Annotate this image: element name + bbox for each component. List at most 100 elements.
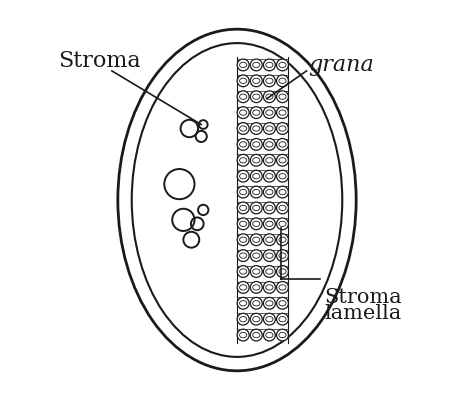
Ellipse shape: [266, 316, 273, 322]
Ellipse shape: [276, 282, 289, 293]
Ellipse shape: [237, 329, 249, 341]
Ellipse shape: [239, 62, 247, 68]
Ellipse shape: [264, 123, 275, 134]
Ellipse shape: [239, 269, 247, 274]
Ellipse shape: [279, 253, 286, 258]
Ellipse shape: [279, 174, 286, 179]
Ellipse shape: [276, 266, 289, 277]
Ellipse shape: [266, 94, 273, 99]
Text: grana: grana: [309, 54, 374, 76]
Ellipse shape: [237, 107, 249, 118]
Text: lamella: lamella: [324, 304, 401, 323]
Ellipse shape: [239, 126, 247, 131]
Ellipse shape: [266, 205, 273, 210]
Ellipse shape: [237, 138, 249, 150]
Ellipse shape: [279, 316, 286, 322]
Ellipse shape: [264, 218, 275, 230]
Ellipse shape: [276, 297, 289, 309]
Ellipse shape: [253, 316, 260, 322]
Ellipse shape: [279, 332, 286, 338]
Ellipse shape: [239, 205, 247, 210]
Ellipse shape: [266, 78, 273, 84]
Ellipse shape: [279, 110, 286, 115]
Ellipse shape: [250, 218, 262, 230]
Ellipse shape: [264, 297, 275, 309]
Ellipse shape: [266, 174, 273, 179]
Ellipse shape: [253, 110, 260, 115]
Ellipse shape: [250, 186, 262, 198]
Ellipse shape: [266, 301, 273, 306]
Ellipse shape: [250, 123, 262, 134]
Ellipse shape: [253, 78, 260, 84]
Ellipse shape: [250, 59, 262, 71]
Ellipse shape: [264, 107, 275, 118]
Ellipse shape: [276, 138, 289, 150]
Ellipse shape: [279, 142, 286, 147]
Ellipse shape: [239, 221, 247, 226]
Ellipse shape: [253, 94, 260, 99]
Ellipse shape: [250, 329, 262, 341]
Ellipse shape: [253, 301, 260, 306]
Ellipse shape: [264, 234, 275, 246]
Ellipse shape: [239, 301, 247, 306]
Ellipse shape: [266, 269, 273, 274]
Ellipse shape: [276, 234, 289, 246]
Ellipse shape: [237, 91, 249, 103]
Ellipse shape: [253, 174, 260, 179]
Ellipse shape: [279, 126, 286, 131]
Ellipse shape: [264, 266, 275, 277]
Ellipse shape: [264, 59, 275, 71]
Ellipse shape: [279, 205, 286, 210]
Ellipse shape: [276, 154, 289, 166]
Ellipse shape: [239, 142, 247, 147]
Ellipse shape: [264, 138, 275, 150]
Ellipse shape: [276, 329, 289, 341]
Text: Stroma: Stroma: [324, 288, 402, 307]
Ellipse shape: [279, 190, 286, 195]
Ellipse shape: [239, 332, 247, 338]
Ellipse shape: [250, 154, 262, 166]
Ellipse shape: [250, 234, 262, 246]
Ellipse shape: [237, 234, 249, 246]
Ellipse shape: [264, 313, 275, 325]
Ellipse shape: [279, 285, 286, 290]
Ellipse shape: [264, 154, 275, 166]
Ellipse shape: [279, 237, 286, 242]
Ellipse shape: [264, 91, 275, 103]
Ellipse shape: [239, 110, 247, 115]
Ellipse shape: [276, 107, 289, 118]
Ellipse shape: [239, 285, 247, 290]
Ellipse shape: [237, 282, 249, 293]
Ellipse shape: [266, 158, 273, 163]
Ellipse shape: [276, 250, 289, 262]
Ellipse shape: [253, 285, 260, 290]
Ellipse shape: [279, 221, 286, 226]
Ellipse shape: [264, 75, 275, 87]
Ellipse shape: [239, 78, 247, 84]
Ellipse shape: [239, 316, 247, 322]
Ellipse shape: [266, 332, 273, 338]
Ellipse shape: [266, 126, 273, 131]
Ellipse shape: [253, 332, 260, 338]
Ellipse shape: [250, 282, 262, 293]
Ellipse shape: [276, 218, 289, 230]
Ellipse shape: [253, 158, 260, 163]
Ellipse shape: [264, 186, 275, 198]
Ellipse shape: [276, 59, 289, 71]
Ellipse shape: [239, 94, 247, 99]
Ellipse shape: [279, 158, 286, 163]
Ellipse shape: [266, 253, 273, 258]
Ellipse shape: [237, 250, 249, 262]
Text: Stroma: Stroma: [58, 50, 141, 72]
Ellipse shape: [250, 170, 262, 182]
Ellipse shape: [276, 186, 289, 198]
Ellipse shape: [237, 297, 249, 309]
Ellipse shape: [237, 59, 249, 71]
Ellipse shape: [276, 202, 289, 214]
Ellipse shape: [250, 266, 262, 277]
Ellipse shape: [250, 91, 262, 103]
Ellipse shape: [276, 91, 289, 103]
Ellipse shape: [276, 170, 289, 182]
Ellipse shape: [266, 221, 273, 226]
Ellipse shape: [250, 250, 262, 262]
